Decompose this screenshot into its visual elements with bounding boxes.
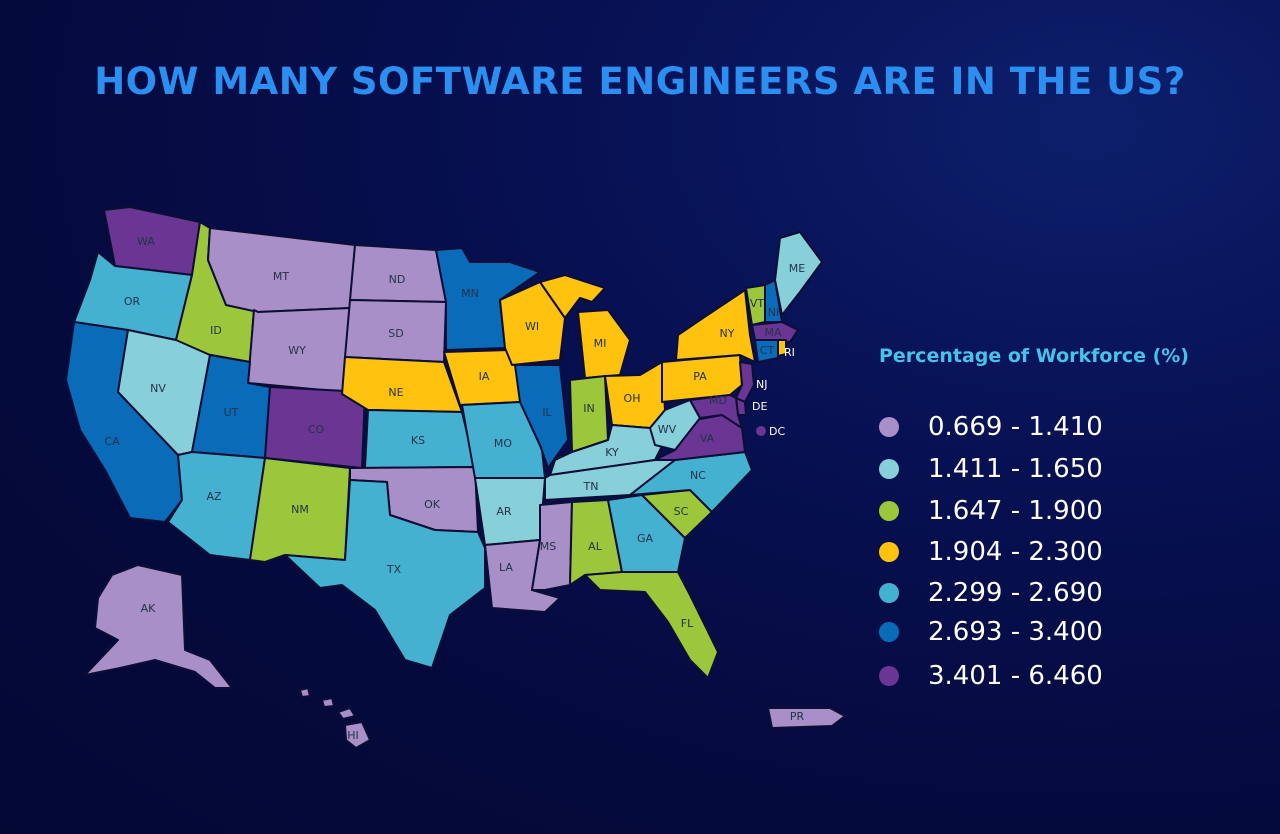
legend-dot [879,417,899,437]
legend-label: 1.411 - 1.650 [928,454,1103,484]
state-label-WV: WV [658,423,677,436]
state-label-WY: WY [288,344,306,357]
state-RI[interactable] [777,339,787,357]
legend-label: 2.693 - 3.400 [928,617,1103,647]
map-title: HOW MANY SOFTWARE ENGINEERS ARE IN THE U… [94,60,1186,103]
legend-label: 1.904 - 2.300 [928,537,1103,567]
legend-item: 1.411 - 1.650 [879,454,1103,484]
state-TX[interactable] [284,479,486,669]
legend-dot [879,622,899,642]
legend-label: 3.401 - 6.460 [928,661,1103,691]
state-label-NC: NC [690,469,706,482]
state-HI[interactable] [299,687,371,749]
state-label-MD: MD [709,394,727,407]
state-MN[interactable] [435,247,541,351]
legend-dot [879,666,899,686]
state-label-ND: ND [389,273,406,286]
legend-label: 2.299 - 2.690 [928,578,1103,608]
state-label-UT: UT [224,406,239,419]
state-label-MN: MN [461,287,479,300]
state-label-AZ: AZ [206,490,222,503]
state-label-MI: MI [594,337,607,350]
state-label-OR: OR [124,295,141,308]
state-label-KS: KS [411,434,425,447]
legend-dot [879,542,899,562]
state-label-SC: SC [674,505,689,518]
state-label-GA: GA [637,532,654,545]
legend-label: 1.647 - 1.900 [928,496,1103,526]
state-AK[interactable] [84,564,233,689]
state-label-AK: AK [141,602,157,615]
state-NY[interactable] [675,289,756,363]
state-label-FL: FL [681,617,694,630]
legend-item: 2.693 - 3.400 [879,617,1103,647]
legend-item: 1.647 - 1.900 [879,496,1103,526]
state-ME[interactable] [774,231,823,316]
state-label-MO: MO [494,437,512,450]
state-label-SD: SD [388,327,403,340]
legend-dot [879,459,899,479]
state-label-IL: IL [542,406,552,419]
state-label-TX: TX [386,563,402,576]
state-label-CA: CA [104,435,120,448]
state-PR[interactable] [767,707,846,729]
state-label-LA: LA [499,561,513,574]
state-label-IN: IN [583,402,594,415]
state-label-VT: VT [750,297,765,310]
state-label-NV: NV [150,382,166,395]
legend-label: 0.669 - 1.410 [928,412,1103,442]
state-label-WA: WA [137,235,155,248]
legend-item: 1.904 - 2.300 [879,537,1103,567]
state-label-AL: AL [588,540,603,553]
state-label-HI: HI [347,729,359,742]
state-label-KY: KY [605,446,619,459]
state-MA[interactable] [751,321,799,343]
state-label-OH: OH [624,392,641,405]
state-label-NY: NY [720,327,735,340]
state-MI[interactable] [539,274,631,379]
state-label-OK: OK [424,498,441,511]
state-label-MS: MS [540,540,556,553]
state-label-RI: RI [784,346,795,359]
state-label-ID: ID [210,324,222,337]
state-label-DC: DC [769,425,785,438]
state-label-MA: MA [764,326,781,339]
state-label-MT: MT [273,270,289,283]
state-label-NE: NE [388,386,403,399]
state-MD[interactable] [689,394,743,429]
state-label-NM: NM [291,503,309,516]
state-MO[interactable] [461,401,546,479]
state-NE[interactable] [341,356,463,413]
state-FL[interactable] [584,571,719,679]
state-label-IA: IA [479,370,490,383]
legend-title: Percentage of Workforce (%) [879,345,1189,367]
state-GA[interactable] [607,494,686,573]
state-label-DE: DE [752,400,767,413]
legend-item: 2.299 - 2.690 [879,578,1103,608]
state-AZ[interactable] [167,451,266,561]
state-label-PA: PA [693,370,707,383]
legend-dot [879,501,899,521]
state-label-WI: WI [525,320,539,333]
state-label-CO: CO [308,423,325,436]
state-label-CT: CT [760,344,775,357]
state-label-VA: VA [700,432,715,445]
legend-item: 3.401 - 6.460 [879,661,1103,691]
state-label-PR: PR [790,710,805,723]
legend-dot [879,583,899,603]
state-label-ME: ME [789,262,805,275]
state-label-NJ: NJ [756,378,767,391]
state-DC[interactable] [756,426,766,436]
state-CT[interactable] [754,339,779,363]
state-label-TN: TN [583,480,599,493]
state-IL[interactable] [514,364,569,469]
legend-item: 0.669 - 1.410 [879,412,1103,442]
state-label-AR: AR [496,505,512,518]
